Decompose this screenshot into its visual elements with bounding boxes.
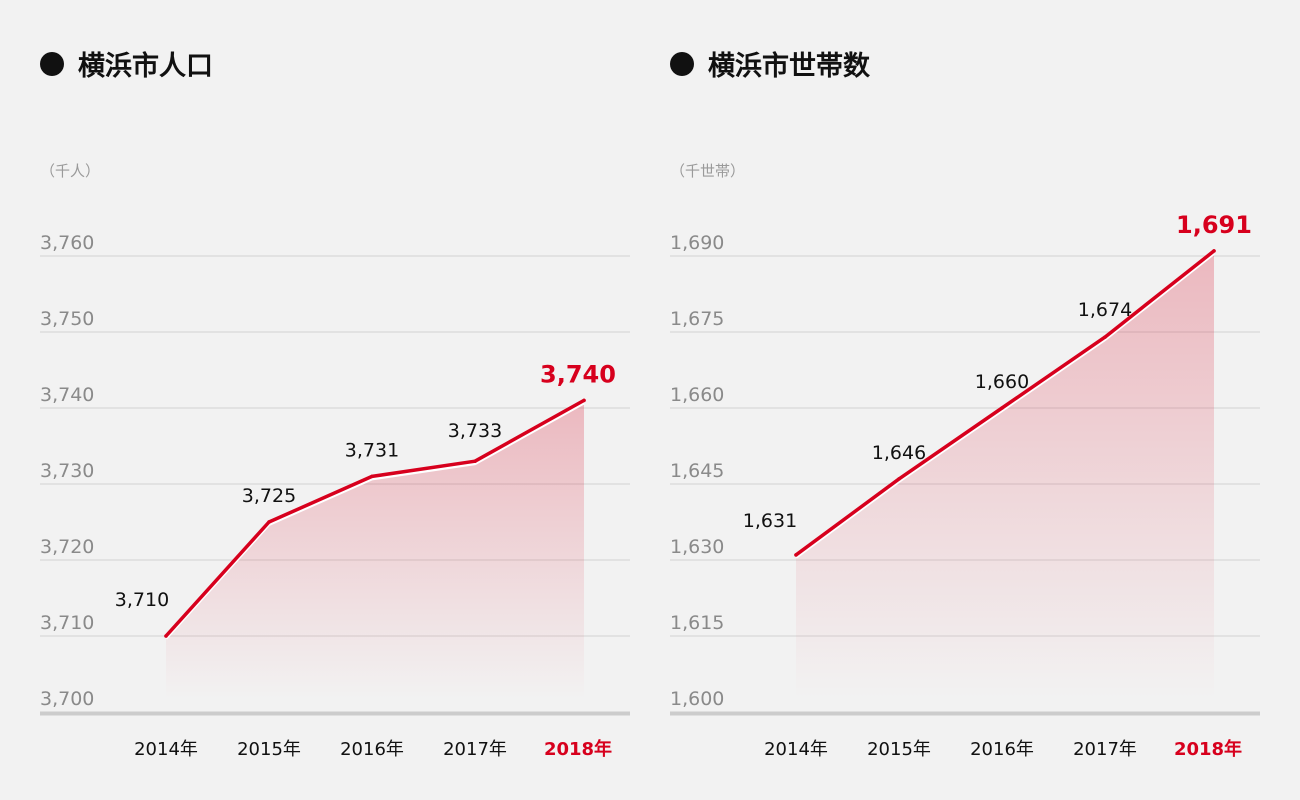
population-chart: 3,700 3,710 3,720 3,730 3,740 3,750 3,760 3,710… <box>40 232 630 760</box>
value-label: 1,674 <box>1078 299 1132 321</box>
series-area <box>796 250 1214 700</box>
y-tick-label: 1,675 <box>670 308 724 330</box>
x-tick-label: 2014年 <box>134 739 198 760</box>
value-label: 3,731 <box>345 439 399 461</box>
households-chart-panel: 横浜市世帯数 （千世帯） 1,600 1,615 1,630 1,645 1,660 1,… <box>630 0 1260 800</box>
y-tick-label: 3,760 <box>40 232 94 254</box>
y-tick-label: 1,645 <box>670 460 724 482</box>
black-circle-icon <box>670 51 694 76</box>
y-axis-unit-label: （千世帯） <box>670 162 746 180</box>
value-label: 1,631 <box>743 510 797 532</box>
data-point <box>1103 335 1107 339</box>
data-point <box>897 477 901 481</box>
chart-title: 横浜市人口 <box>40 44 213 83</box>
value-label: 3,733 <box>448 420 502 442</box>
y-tick-label: 1,690 <box>670 232 724 254</box>
data-point <box>582 398 586 403</box>
y-tick-label: 3,740 <box>40 384 94 406</box>
x-tick-label: 2018年 <box>1174 738 1242 760</box>
x-tick-label: 2017年 <box>1073 739 1137 760</box>
y-tick-label: 1,615 <box>670 612 724 634</box>
x-tick-label: 2016年 <box>970 739 1034 760</box>
x-tick-label: 2016年 <box>340 739 404 760</box>
data-point <box>370 474 374 479</box>
data-point <box>473 459 477 463</box>
y-tick-label: 1,600 <box>670 688 724 710</box>
x-tick-label: 2018年 <box>544 738 612 760</box>
chart-title-text: 横浜市世帯数 <box>708 51 870 82</box>
value-label: 3,710 <box>115 589 169 611</box>
y-tick-label: 3,730 <box>40 460 94 482</box>
data-point <box>164 634 168 638</box>
y-tick-label: 3,700 <box>40 688 94 710</box>
y-axis-unit-label: （千人） <box>40 162 101 180</box>
y-tick-label: 3,710 <box>40 612 94 634</box>
value-label: 3,725 <box>242 485 296 507</box>
y-tick-label: 1,630 <box>670 536 724 558</box>
value-label: 1,691 <box>1176 211 1252 239</box>
population-chart-panel: 横浜市人口 （千人） 3,700 3,710 3,720 3,730 3,740 3,75… <box>0 0 630 800</box>
households-chart: 1,600 1,615 1,630 1,645 1,660 1,675 1,690 1,631… <box>670 211 1260 760</box>
y-tick-label: 1,660 <box>670 384 724 406</box>
chart-title-text: 横浜市人口 <box>78 51 213 82</box>
data-point <box>1212 249 1216 253</box>
data-point <box>794 553 798 557</box>
y-tick-label: 3,720 <box>40 536 94 558</box>
data-point <box>1000 406 1004 410</box>
value-label: 1,646 <box>872 442 926 464</box>
data-point <box>267 520 271 524</box>
x-tick-label: 2014年 <box>764 739 828 760</box>
x-tick-label: 2015年 <box>867 739 931 760</box>
chart-title: 横浜市世帯数 <box>670 44 870 83</box>
black-circle-icon <box>40 51 64 76</box>
y-tick-label: 3,750 <box>40 308 94 330</box>
x-tick-label: 2015年 <box>237 739 301 760</box>
x-tick-label: 2017年 <box>443 739 507 760</box>
value-label: 1,660 <box>975 371 1029 393</box>
series-line-halo <box>795 252 1215 559</box>
value-label: 3,740 <box>540 360 616 388</box>
series-area <box>166 400 584 700</box>
